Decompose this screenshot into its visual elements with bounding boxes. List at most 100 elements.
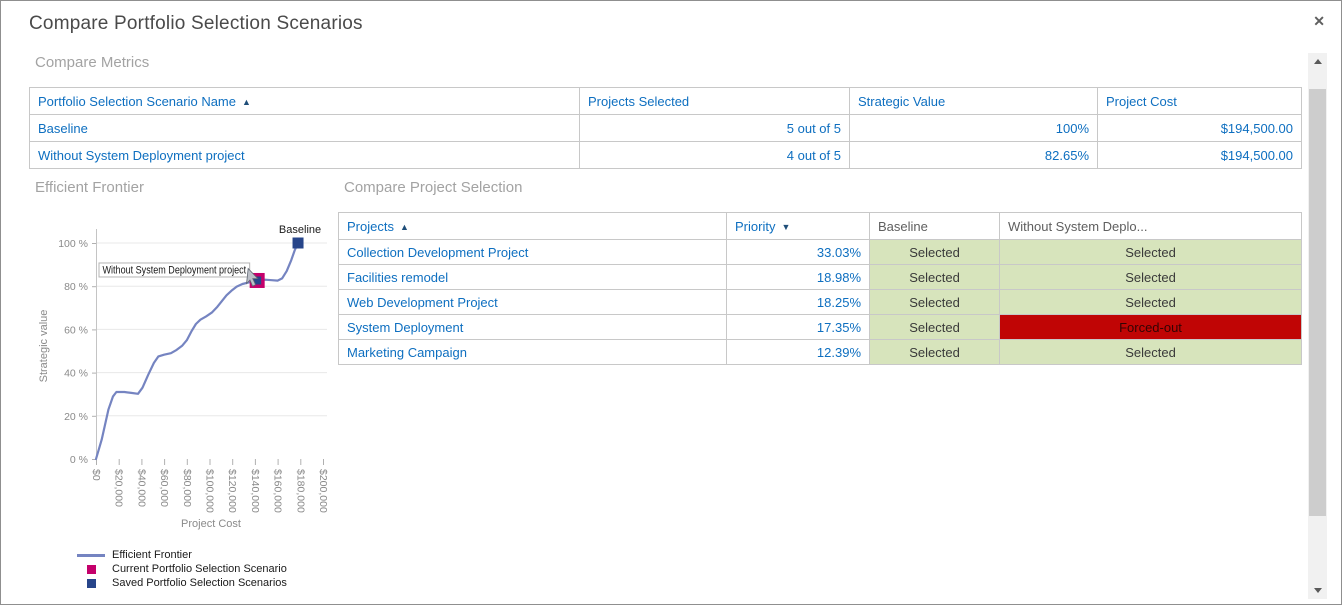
sort-desc-icon: ▼ bbox=[781, 221, 791, 232]
selection-table-row: Collection Development Project 33.03% Sele… bbox=[338, 239, 1302, 265]
column-header-projects[interactable]: Projects ▲ bbox=[338, 212, 727, 240]
scroll-down-icon[interactable] bbox=[1308, 582, 1327, 599]
column-header-scenario: Without System Deplo... bbox=[999, 212, 1302, 240]
column-label: Projects Selected bbox=[588, 93, 690, 109]
priority-cell: 17.35% bbox=[726, 314, 870, 340]
column-header-baseline: Baseline bbox=[869, 212, 1000, 240]
y-tick-label: 60 % bbox=[64, 324, 88, 336]
legend-item: Saved Portfolio Selection Scenarios bbox=[75, 576, 287, 590]
x-tick-label: $0 bbox=[90, 469, 102, 481]
cursor-icon bbox=[246, 267, 259, 287]
baseline-status-cell: Selected bbox=[869, 314, 1000, 340]
y-tick-label: 100 % bbox=[58, 238, 88, 250]
frontier-plot: 0 % 20 % 40 % 60 % 80 % 100 % $0 $20,000 $40,000… bbox=[38, 224, 329, 530]
column-header-scenario-name[interactable]: Portfolio Selection Scenario Name ▲ bbox=[29, 87, 580, 115]
scenario-status-cell: Selected bbox=[999, 289, 1302, 315]
project-name-cell: Collection Development Project bbox=[338, 239, 727, 265]
legend-item: Current Portfolio Selection Scenario bbox=[75, 562, 287, 576]
scenario-status-cell: Selected bbox=[999, 239, 1302, 265]
y-tick-label: 20 % bbox=[64, 411, 88, 423]
strategic-value-cell: 100% bbox=[849, 114, 1098, 142]
close-icon[interactable]: ✕ bbox=[1313, 13, 1325, 29]
metrics-table-row: Baseline 5 out of 5 100% $194,500.00 bbox=[29, 114, 1302, 142]
x-tick-label: $160,000 bbox=[272, 469, 284, 513]
vertical-scrollbar[interactable] bbox=[1308, 53, 1327, 599]
column-header-priority[interactable]: Priority ▼ bbox=[726, 212, 870, 240]
column-label: Projects bbox=[347, 218, 394, 234]
compare-project-selection-table: Projects ▲ Priority ▼ Baseline Without Sys… bbox=[338, 212, 1302, 365]
y-tick-label: 40 % bbox=[64, 368, 88, 380]
metrics-table-row: Without System Deployment project 4 out o… bbox=[29, 141, 1302, 169]
sort-asc-icon: ▲ bbox=[242, 96, 251, 107]
priority-cell: 12.39% bbox=[726, 339, 870, 365]
y-tick-label: 0 % bbox=[70, 454, 88, 466]
x-tick-label: $200,000 bbox=[317, 469, 329, 513]
callout-label: Without System Deployment project bbox=[103, 264, 247, 276]
x-tick-label: $180,000 bbox=[294, 469, 306, 513]
x-tick-label: $20,000 bbox=[113, 469, 125, 507]
x-tick-label: $60,000 bbox=[158, 469, 170, 507]
scenario-status-cell: Selected bbox=[999, 264, 1302, 290]
scenario-status-cell: Selected bbox=[999, 339, 1302, 365]
column-label: Project Cost bbox=[1106, 93, 1177, 109]
project-cost-cell: $194,500.00 bbox=[1097, 141, 1302, 169]
legend-square-swatch bbox=[75, 578, 107, 588]
priority-cell: 18.98% bbox=[726, 264, 870, 290]
scroll-up-icon[interactable] bbox=[1308, 53, 1327, 70]
project-name-cell: Facilities remodel bbox=[338, 264, 727, 290]
selection-table-row: Facilities remodel 18.98% Selected Selected bbox=[338, 264, 1302, 290]
y-tick-label: 80 % bbox=[64, 281, 88, 293]
legend-label: Efficient Frontier bbox=[112, 549, 192, 561]
chart-legend: Efficient Frontier Current Portfolio Sele… bbox=[75, 548, 287, 590]
column-header-projects-selected[interactable]: Projects Selected bbox=[579, 87, 850, 115]
projects-selected-cell: 4 out of 5 bbox=[579, 141, 850, 169]
efficient-frontier-heading: Efficient Frontier bbox=[35, 179, 144, 196]
efficient-frontier-line bbox=[94, 241, 300, 461]
column-label: Baseline bbox=[878, 218, 928, 234]
project-cost-cell: $194,500.00 bbox=[1097, 114, 1302, 142]
scenario-name-cell: Baseline bbox=[29, 114, 580, 142]
selection-table-row: Marketing Campaign 12.39% Selected Selected bbox=[338, 339, 1302, 365]
current-scenario-marker-inner bbox=[253, 276, 262, 285]
x-tick-label: $40,000 bbox=[135, 469, 147, 507]
baseline-status-cell: Selected bbox=[869, 239, 1000, 265]
x-tick-label: $140,000 bbox=[249, 469, 261, 513]
compare-metrics-heading: Compare Metrics bbox=[35, 54, 150, 71]
saved-scenario-marker bbox=[292, 237, 304, 249]
page-title: Compare Portfolio Selection Scenarios bbox=[29, 13, 363, 34]
scenario-status-cell: Forced-out bbox=[999, 314, 1302, 340]
column-label: Strategic Value bbox=[858, 93, 946, 109]
column-header-strategic-value[interactable]: Strategic Value bbox=[849, 87, 1098, 115]
baseline-status-cell: Selected bbox=[869, 289, 1000, 315]
baseline-status-cell: Selected bbox=[869, 339, 1000, 365]
compare-metrics-table: Portfolio Selection Scenario Name ▲ Proje… bbox=[29, 87, 1302, 169]
baseline-status-cell: Selected bbox=[869, 264, 1000, 290]
legend-line-swatch bbox=[75, 553, 107, 557]
priority-cell: 33.03% bbox=[726, 239, 870, 265]
project-name-cell: Web Development Project bbox=[338, 289, 727, 315]
selection-table-row: Web Development Project 18.25% Selected Sel… bbox=[338, 289, 1302, 315]
selection-table-row: System Deployment 17.35% Selected Forced-ou… bbox=[338, 314, 1302, 340]
selection-header-row: Projects ▲ Priority ▼ Baseline Without Sys… bbox=[338, 212, 1302, 240]
legend-label: Current Portfolio Selection Scenario bbox=[112, 563, 287, 575]
project-name-cell: System Deployment bbox=[338, 314, 727, 340]
column-label: Without System Deplo... bbox=[1008, 218, 1148, 234]
legend-item: Efficient Frontier bbox=[75, 548, 287, 562]
column-label: Portfolio Selection Scenario Name bbox=[38, 93, 236, 109]
x-tick-label: $120,000 bbox=[226, 469, 238, 513]
column-label: Priority bbox=[735, 218, 776, 234]
scenario-name-cell: Without System Deployment project bbox=[29, 141, 580, 169]
strategic-value-cell: 82.65% bbox=[849, 141, 1098, 169]
legend-square-swatch bbox=[75, 564, 107, 574]
column-header-project-cost[interactable]: Project Cost bbox=[1097, 87, 1302, 115]
scrollbar-thumb[interactable] bbox=[1309, 89, 1326, 516]
efficient-frontier-chart: 0 % 20 % 40 % 60 % 80 % 100 % $0 $20,000 $40,000… bbox=[31, 201, 341, 546]
marker-label: Baseline bbox=[279, 224, 321, 236]
priority-cell: 18.25% bbox=[726, 289, 870, 315]
sort-asc-icon: ▲ bbox=[399, 221, 409, 232]
legend-label: Saved Portfolio Selection Scenarios bbox=[112, 577, 287, 589]
x-axis-title: Project Cost bbox=[181, 518, 241, 530]
compare-project-selection-heading: Compare Project Selection bbox=[344, 179, 523, 196]
projects-selected-cell: 5 out of 5 bbox=[579, 114, 850, 142]
